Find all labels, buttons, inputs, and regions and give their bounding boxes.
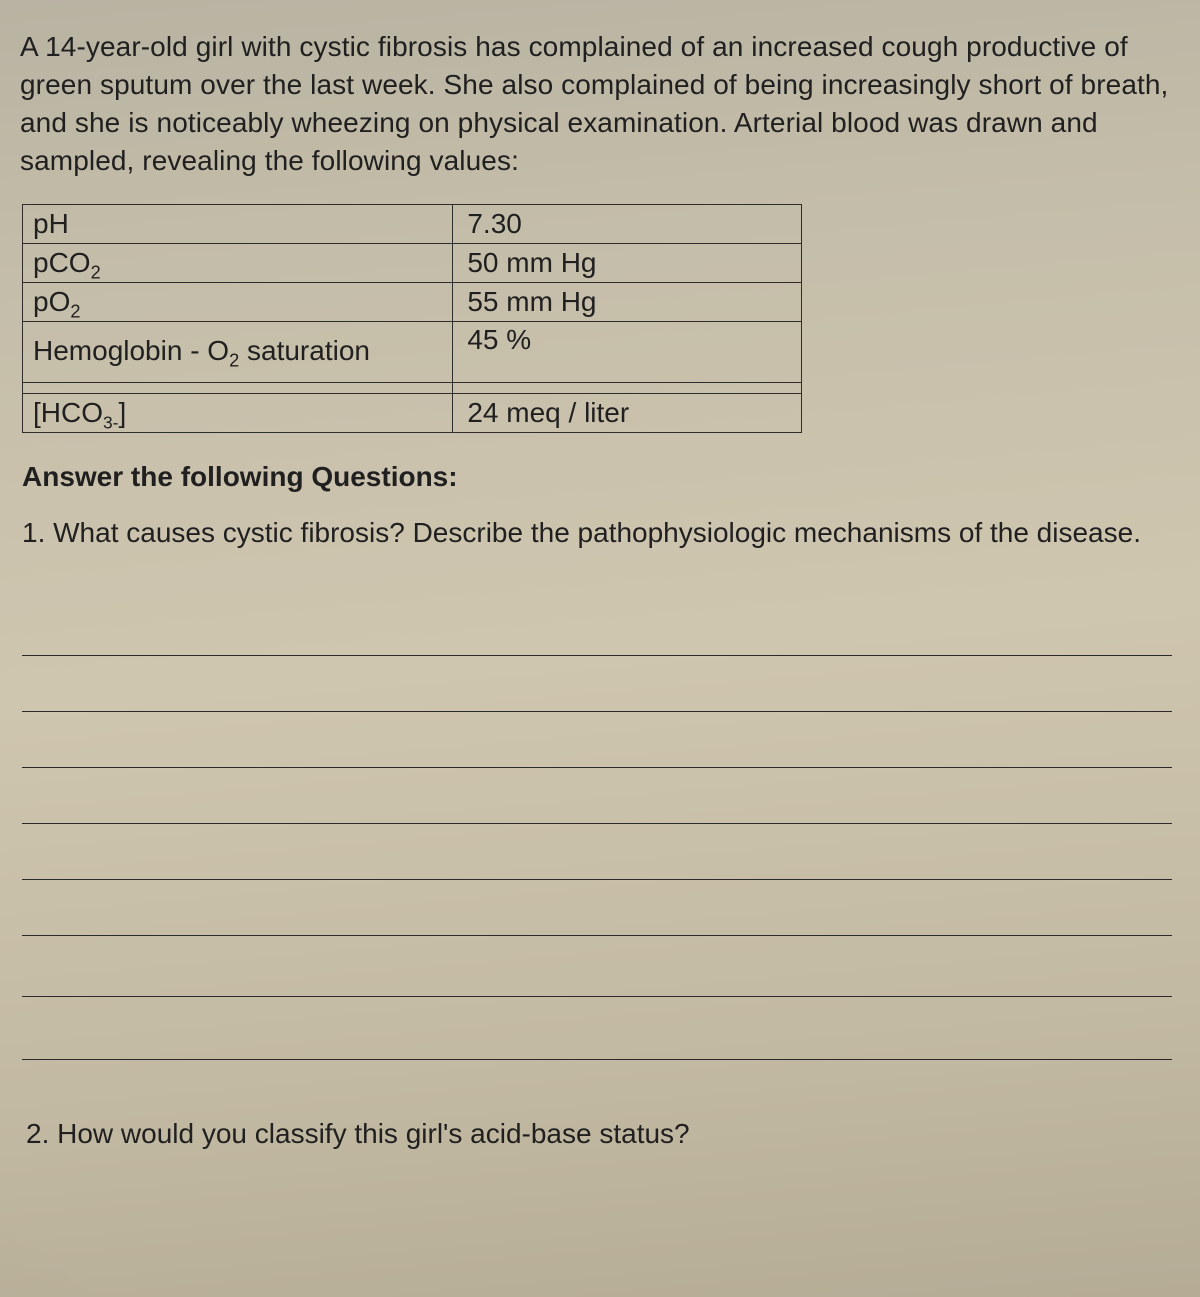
value-pco2: 50 mm Hg xyxy=(453,244,802,283)
blank-line xyxy=(22,880,1172,936)
param-po2: pO2 xyxy=(23,283,453,322)
blank-line xyxy=(22,997,1172,1060)
blank-line xyxy=(22,936,1172,997)
table-row: pCO2 50 mm Hg xyxy=(23,244,802,283)
question-2: 2. How would you classify this girl's ac… xyxy=(26,1118,1172,1150)
answer-blank-lines xyxy=(22,600,1172,1060)
param-hb-o2sat: Hemoglobin - O2 saturation xyxy=(23,322,453,383)
blank-line xyxy=(22,600,1172,656)
value-hco3: 24 meq / liter xyxy=(453,394,802,433)
value-hb-o2sat: 45 % xyxy=(453,322,802,383)
param-ph: pH xyxy=(23,205,453,244)
table-row: pH 7.30 xyxy=(23,205,802,244)
param-pco2: pCO2 xyxy=(23,244,453,283)
value-po2: 55 mm Hg xyxy=(453,283,802,322)
question-1: 1. What causes cystic fibrosis? Describe… xyxy=(22,515,1172,551)
blank-line xyxy=(22,656,1172,712)
value-ph: 7.30 xyxy=(453,205,802,244)
table-row-gap xyxy=(23,383,802,394)
blank-line xyxy=(22,824,1172,880)
blank-line xyxy=(22,768,1172,824)
answer-section-header: Answer the following Questions: xyxy=(22,461,1174,493)
lab-values-table: pH 7.30 pCO2 50 mm Hg pO2 55 mm Hg Hemog… xyxy=(22,204,802,433)
table-row: Hemoglobin - O2 saturation 45 % xyxy=(23,322,802,383)
param-hco3: [HCO3-] xyxy=(23,394,453,433)
case-intro-paragraph: A 14-year-old girl with cystic fibrosis … xyxy=(20,28,1174,180)
blank-line xyxy=(22,712,1172,768)
table-row: pO2 55 mm Hg xyxy=(23,283,802,322)
table-row: [HCO3-] 24 meq / liter xyxy=(23,394,802,433)
